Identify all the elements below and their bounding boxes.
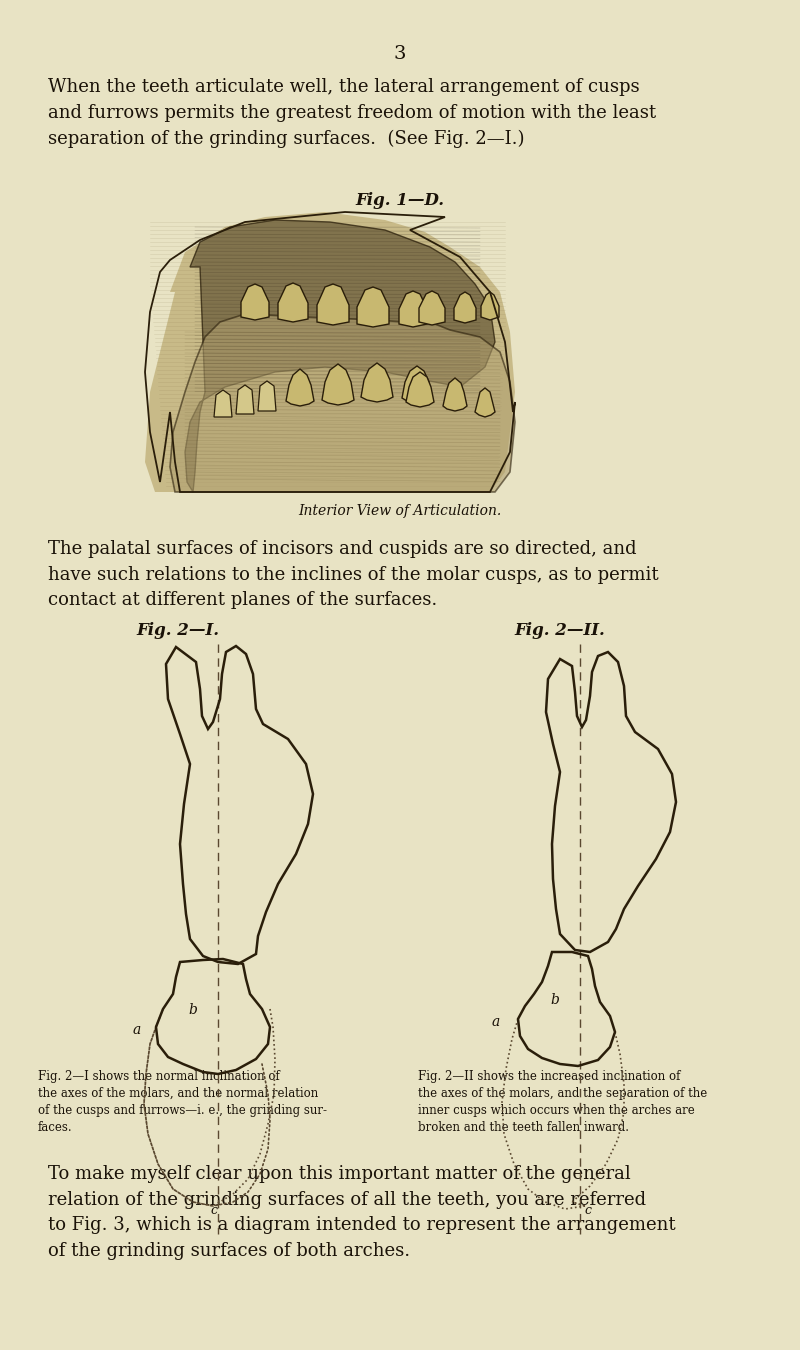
Polygon shape [278,284,308,323]
Text: Fig. 2—II.: Fig. 2—II. [514,622,606,639]
Text: c: c [584,1204,591,1216]
Polygon shape [214,390,232,417]
Text: The palatal surfaces of incisors and cuspids are so directed, and
have such rela: The palatal surfaces of incisors and cus… [48,540,658,609]
Polygon shape [399,292,427,327]
Text: Fig. 2—I shows the normal inclination of
the axes of the molars, and the normal : Fig. 2—I shows the normal inclination of… [38,1071,327,1134]
Polygon shape [322,364,354,405]
Text: Interior View of Articulation.: Interior View of Articulation. [298,504,502,518]
Polygon shape [145,212,515,491]
Polygon shape [170,315,515,491]
Polygon shape [357,288,389,327]
Polygon shape [454,292,476,323]
Polygon shape [402,366,432,404]
Polygon shape [406,373,434,406]
Text: b: b [188,1003,197,1017]
Text: To make myself clear upon this important matter of the general
relation of the g: To make myself clear upon this important… [48,1165,676,1260]
Text: a: a [133,1023,142,1037]
Text: 3: 3 [394,45,406,63]
Polygon shape [443,378,467,410]
Polygon shape [481,292,499,320]
Text: Fig. 2—II shows the increased inclination of
the axes of the molars, and the sep: Fig. 2—II shows the increased inclinatio… [418,1071,707,1134]
Polygon shape [361,363,393,402]
Text: c: c [210,1204,217,1216]
Text: When the teeth articulate well, the lateral arrangement of cusps
and furrows per: When the teeth articulate well, the late… [48,78,656,147]
Polygon shape [185,220,495,491]
Text: Fig. 2—I.: Fig. 2—I. [137,622,219,639]
Polygon shape [475,387,495,417]
Polygon shape [236,385,254,414]
Polygon shape [317,284,349,325]
Polygon shape [241,284,269,320]
Text: b: b [550,994,559,1007]
Polygon shape [258,381,276,410]
Polygon shape [286,369,314,406]
Text: a: a [492,1015,500,1029]
Polygon shape [419,292,445,325]
Text: Fig. 1—D.: Fig. 1—D. [355,192,445,209]
